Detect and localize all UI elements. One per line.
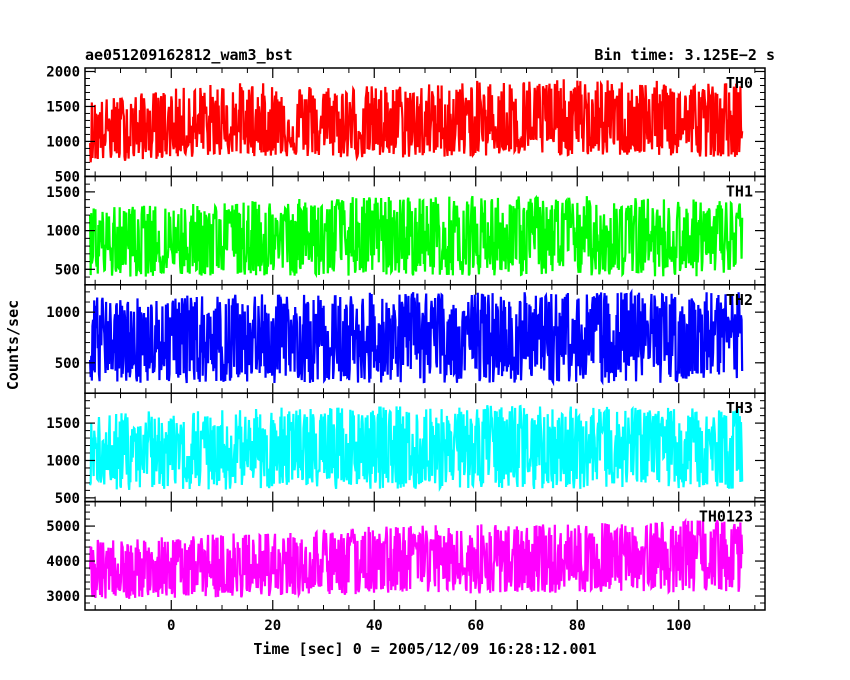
panel-label-th2: TH2 <box>726 291 753 309</box>
x-tick-label: 0 <box>167 618 175 634</box>
y-tick-label: 4000 <box>46 554 80 570</box>
y-tick-label: 1500 <box>46 185 80 201</box>
panel-label-th3: TH3 <box>726 399 753 417</box>
x-tick-label: 20 <box>264 618 281 634</box>
panel-label-th0: TH0 <box>726 74 753 92</box>
plot-title: ae051209162812_wam3_bst <box>85 46 293 64</box>
x-tick-label: 60 <box>467 618 484 634</box>
y-tick-label: 1000 <box>46 134 80 150</box>
panel-th0123: 3000 4000 5000 TH0123 <box>46 500 766 611</box>
y-tick-label: 3000 <box>46 589 80 605</box>
y-tick-label: 500 <box>55 356 80 372</box>
y-tick-label: 5000 <box>46 519 80 535</box>
y-tick-label: 500 <box>55 262 80 278</box>
y-tick-label: 1500 <box>46 416 80 432</box>
light-curve-th2 <box>88 288 744 387</box>
light-curve-th0123 <box>88 517 744 599</box>
y-axis-label: Counts/sec <box>4 300 22 390</box>
bin-time-label: Bin time: 3.125E−2 s <box>594 46 775 64</box>
y-tick-label: 500 <box>55 491 80 507</box>
panel-th1: 500 1000 1500 TH1 <box>46 175 766 286</box>
y-tick-label: 1000 <box>46 305 80 321</box>
x-tick-label: 40 <box>366 618 383 634</box>
light-curve-th3 <box>89 404 744 492</box>
y-tick-label: 1000 <box>46 224 80 240</box>
panel-label-th1: TH1 <box>726 182 753 200</box>
light-curve-th0 <box>88 79 744 163</box>
panel-th3: 500 1000 1500 TH3 <box>46 392 766 507</box>
x-tick-label: 100 <box>666 618 691 634</box>
panel-label-th0123: TH0123 <box>699 508 753 526</box>
x-tick-label: 80 <box>569 618 586 634</box>
panel-th2: 500 1000 TH2 <box>46 284 766 394</box>
y-tick-label: 2000 <box>46 64 80 80</box>
light-curve-th1 <box>88 194 744 279</box>
y-tick-label: 500 <box>55 169 80 185</box>
panel-th0: 500 1000 1500 2000 TH0 <box>46 64 766 185</box>
y-tick-label: 1500 <box>46 99 80 115</box>
y-tick-label: 1000 <box>46 453 80 469</box>
x-axis-label: Time [sec] 0 = 2005/12/09 16:28:12.001 <box>253 640 596 658</box>
